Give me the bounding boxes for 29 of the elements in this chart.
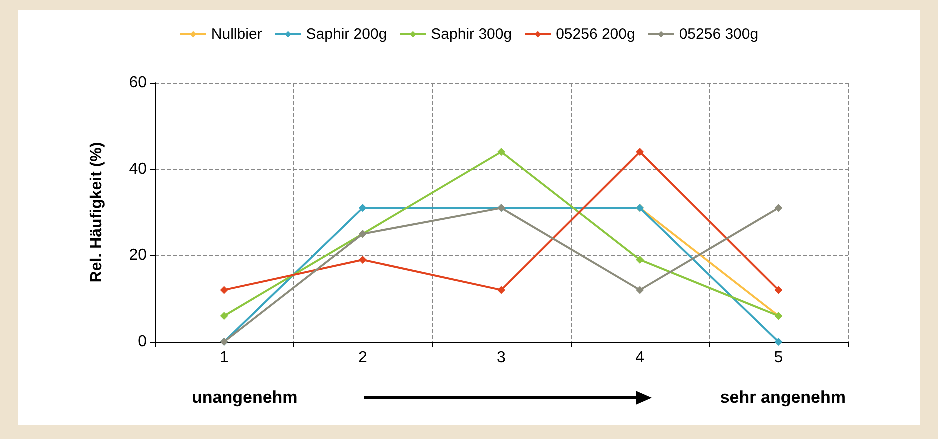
x-tick-label: 5 bbox=[774, 350, 784, 366]
text: unangenehm bbox=[192, 388, 298, 407]
point bbox=[220, 286, 228, 294]
point bbox=[498, 148, 506, 156]
point bbox=[774, 204, 783, 212]
point bbox=[774, 338, 783, 346]
point bbox=[636, 148, 644, 156]
point bbox=[498, 286, 506, 294]
point bbox=[636, 286, 644, 294]
point bbox=[358, 204, 367, 212]
legend-label: Nullbier bbox=[211, 26, 262, 43]
x-tick-label: 3 bbox=[497, 350, 506, 366]
legend-label: 05256 200g bbox=[556, 26, 636, 43]
point bbox=[636, 256, 644, 264]
x-tick-label: 1 bbox=[220, 350, 229, 366]
point bbox=[358, 256, 367, 264]
x-tick-label: 4 bbox=[636, 350, 645, 366]
x-tick-label: 2 bbox=[358, 350, 368, 366]
legend-label: 05256 300g bbox=[679, 26, 759, 43]
point bbox=[774, 286, 783, 294]
y-tick-label: 60 bbox=[129, 74, 148, 92]
point bbox=[220, 312, 228, 320]
legend-label: Saphir 300g bbox=[431, 26, 512, 43]
y-axis-title: Rel. Häufigkeit (%) bbox=[88, 142, 106, 283]
y-tick-label: 0 bbox=[138, 334, 148, 350]
y-tick-label: 40 bbox=[129, 160, 148, 178]
legend-label: Saphir 200g bbox=[306, 26, 388, 43]
text: sehr angenehm bbox=[720, 388, 846, 407]
y-tick-label: 20 bbox=[129, 247, 148, 264]
